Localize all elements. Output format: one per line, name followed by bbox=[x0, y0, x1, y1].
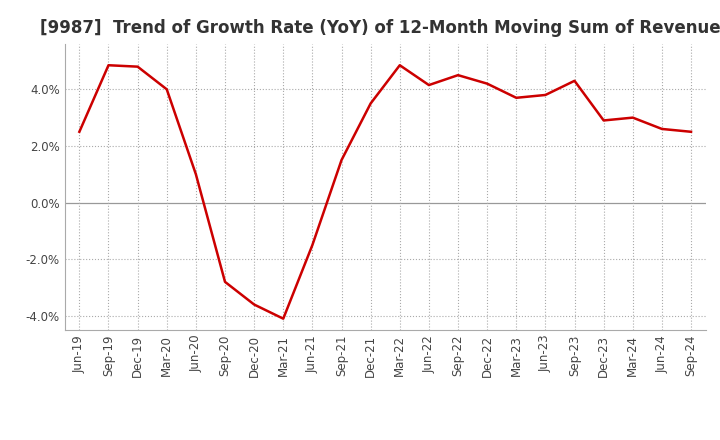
Title: [9987]  Trend of Growth Rate (YoY) of 12-Month Moving Sum of Revenues: [9987] Trend of Growth Rate (YoY) of 12-… bbox=[40, 19, 720, 37]
